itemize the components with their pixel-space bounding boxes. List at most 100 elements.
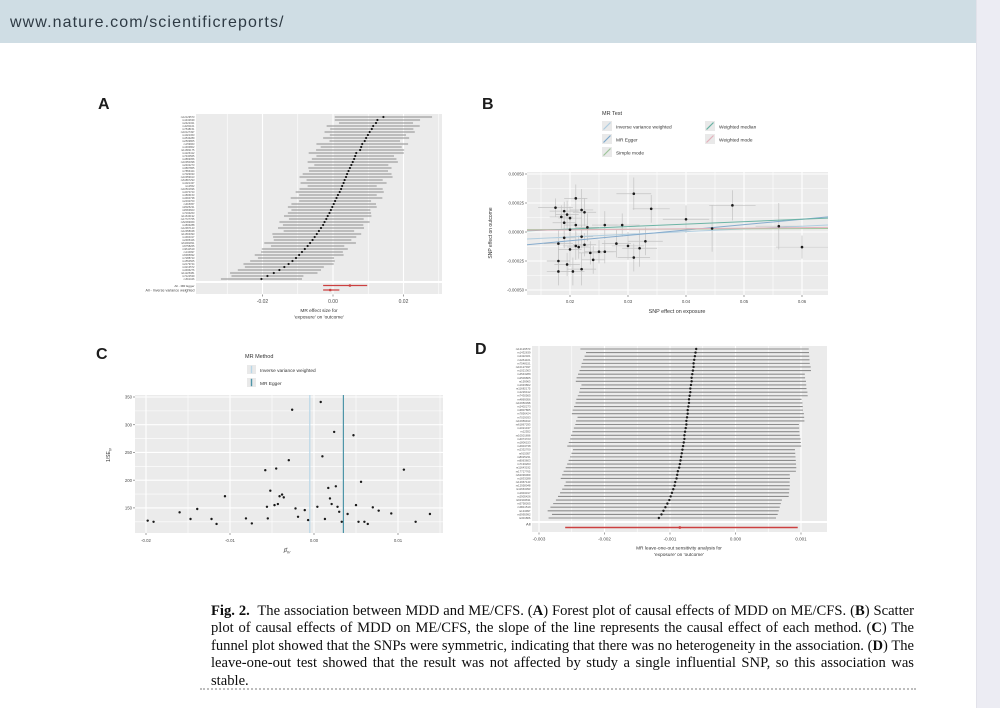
scrollbar-track[interactable] [976, 0, 1000, 708]
svg-text:rs5995992: rs5995992 [182, 253, 195, 257]
svg-text:rs11682175: rs11682175 [516, 387, 531, 391]
svg-text:rs10950398: rs10950398 [181, 160, 195, 164]
svg-text:rs11643192: rs11643192 [181, 214, 195, 218]
svg-text:0.05: 0.05 [740, 299, 749, 304]
svg-text:rs11682175: rs11682175 [181, 148, 195, 152]
svg-text:SNP effect on exposure: SNP effect on exposure [649, 309, 706, 315]
svg-text:rs4904738: rs4904738 [517, 444, 531, 448]
svg-text:rs1021363: rs1021363 [517, 369, 531, 373]
svg-text:-0.02: -0.02 [141, 538, 151, 543]
svg-text:-0.001: -0.001 [664, 537, 677, 542]
svg-text:MR Egger: MR Egger [260, 381, 282, 387]
svg-text:rs8025231: rs8025231 [517, 455, 531, 459]
svg-text:rs7122539: rs7122539 [182, 274, 195, 278]
svg-text:300: 300 [125, 422, 133, 427]
panel-c-funnel-plot: MR Method Inverse variance weighted MR Egg… [106, 354, 443, 554]
svg-text:0.00025: 0.00025 [508, 201, 524, 206]
svg-text:rs7548151: rs7548151 [517, 361, 531, 365]
svg-text:350: 350 [125, 395, 133, 400]
svg-text:rs17727765: rs17727765 [181, 217, 195, 221]
svg-text:rs134997: rs134997 [184, 250, 195, 254]
svg-text:rs10959913: rs10959913 [516, 419, 531, 423]
svg-text:rs2509805: rs2509805 [517, 376, 531, 380]
svg-text:rs1226412: rs1226412 [517, 390, 531, 394]
panel-label-d: D [475, 341, 487, 358]
svg-text:-0.02: -0.02 [257, 299, 269, 305]
svg-text:Weighted median: Weighted median [719, 125, 757, 131]
svg-text:rs661046: rs661046 [184, 277, 195, 281]
svg-text:rs134997: rs134997 [519, 509, 531, 513]
svg-text:All - Inverse variance weighte: All - Inverse variance weighted [146, 288, 195, 292]
svg-text:rs7856424: rs7856424 [517, 412, 531, 416]
svg-text:rs7288723: rs7288723 [182, 256, 195, 260]
svg-text:rs915057: rs915057 [184, 202, 195, 206]
svg-text:rs2422321: rs2422321 [517, 354, 531, 358]
svg-text:-0.00050: -0.00050 [507, 288, 525, 293]
svg-text:rs9611519: rs9611519 [182, 247, 195, 251]
svg-text:rs10501696: rs10501696 [181, 187, 195, 191]
svg-text:rs1432639: rs1432639 [182, 118, 195, 122]
panel-a-forest-plot: rs12129573rs1432639rs2422321rs4261101rs7… [146, 114, 442, 321]
svg-text:rs2422321: rs2422321 [182, 121, 195, 125]
svg-text:rs1021363: rs1021363 [182, 133, 195, 137]
svg-text:0.03: 0.03 [624, 299, 633, 304]
svg-text:rs1806153: rs1806153 [517, 440, 531, 444]
svg-text:Simple mode: Simple mode [616, 151, 644, 157]
svg-text:rs4936276: rs4936276 [182, 268, 195, 272]
svg-text:rs2905426: rs2905426 [182, 238, 195, 242]
svg-text:rs12967143: rs12967143 [516, 480, 531, 484]
svg-text:rs62099069: rs62099069 [181, 220, 195, 224]
svg-text:rs1833288: rs1833288 [517, 476, 531, 480]
svg-text:rs9611519: rs9611519 [517, 505, 530, 509]
svg-text:rs7029033: rs7029033 [517, 415, 531, 419]
svg-text:rs5758265: rs5758265 [517, 502, 531, 506]
svg-text:rs11663393: rs11663393 [516, 487, 531, 491]
svg-text:rs1904317: rs1904317 [182, 235, 195, 239]
svg-text:'exposure' on 'outcome': 'exposure' on 'outcome' [654, 552, 704, 558]
svg-text:rs2509805: rs2509805 [182, 139, 195, 143]
svg-text:rs7029033: rs7029033 [182, 172, 195, 176]
svg-text:rs10127497: rs10127497 [181, 130, 195, 134]
svg-text:0.06: 0.06 [798, 299, 807, 304]
svg-text:0.000: 0.000 [730, 537, 742, 542]
svg-text:rs2402273: rs2402273 [182, 163, 195, 167]
svg-text:rs1933802: rs1933802 [517, 383, 531, 387]
svg-text:rs3807865: rs3807865 [517, 408, 531, 412]
svg-text:rs1904317: rs1904317 [517, 491, 531, 495]
svg-text:rs4543289: rs4543289 [182, 136, 195, 140]
panel-label-a: A [98, 96, 110, 113]
svg-text:rs12129573: rs12129573 [181, 115, 195, 119]
section-divider [200, 688, 916, 690]
svg-text:rs2905426: rs2905426 [517, 494, 531, 498]
svg-text:rs12129573: rs12129573 [516, 347, 531, 351]
svg-text:250: 250 [125, 450, 133, 455]
svg-text:rs62099069: rs62099069 [516, 473, 531, 477]
svg-text:rs2332700: rs2332700 [182, 199, 195, 203]
svg-text:0.00050: 0.00050 [508, 172, 524, 177]
svg-text:rs61867293: rs61867293 [181, 178, 195, 182]
svg-text:rs17727765: rs17727765 [516, 469, 531, 473]
panel-b-scatter-plot: MR Test Inverse variance weighted MR Egger… [488, 111, 828, 315]
svg-text:rs7193263: rs7193263 [517, 462, 531, 466]
svg-text:0.01: 0.01 [394, 538, 403, 543]
svg-text:150: 150 [125, 506, 133, 511]
svg-text:MR leave-one-out sensitivity a: MR leave-one-out sensitivity analysis fo… [636, 546, 722, 552]
svg-text:rs11663393: rs11663393 [181, 232, 195, 236]
svg-text:rs915057: rs915057 [519, 451, 531, 455]
svg-text:rs4074723: rs4074723 [182, 190, 195, 194]
svg-text:rs7430565: rs7430565 [182, 154, 195, 158]
svg-text:Inverse variance weighted: Inverse variance weighted [616, 125, 672, 131]
svg-text:rs4543289: rs4543289 [517, 372, 531, 376]
svg-text:rs1021437: rs1021437 [517, 426, 531, 430]
svg-text:rs8025231: rs8025231 [182, 205, 195, 209]
svg-text:1/SEIV: 1/SEIV [106, 447, 112, 462]
svg-text:rs1021437: rs1021437 [182, 181, 195, 185]
svg-text:rs10501696: rs10501696 [516, 433, 531, 437]
svg-text:0.04: 0.04 [682, 299, 691, 304]
panel-label-b: B [482, 96, 494, 113]
svg-text:0.00: 0.00 [328, 299, 338, 305]
svg-text:rs7193263: rs7193263 [182, 211, 195, 215]
svg-text:rs301806: rs301806 [519, 516, 531, 520]
svg-text:-0.00025: -0.00025 [507, 259, 525, 264]
svg-text:rs8063603: rs8063603 [182, 208, 195, 212]
